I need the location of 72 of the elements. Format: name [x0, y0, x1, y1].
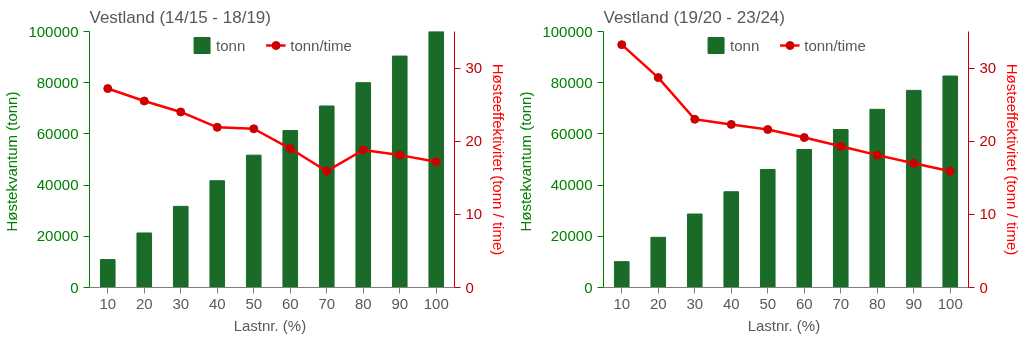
bar: [613, 261, 630, 288]
bar: [428, 31, 445, 288]
y-tick-label: 100000: [28, 22, 79, 40]
bar: [282, 130, 299, 288]
x-tick-label: 60: [281, 294, 299, 312]
bar: [832, 129, 849, 288]
bar: [650, 236, 667, 288]
bar: [869, 108, 886, 288]
y-tick-label: 40000: [550, 176, 593, 194]
y2-tick-label: 0: [979, 278, 988, 296]
bar: [245, 154, 262, 288]
bar: [905, 89, 922, 288]
bar: [355, 82, 372, 288]
x-tick-label: 60: [795, 294, 813, 312]
x-tick-label: 10: [99, 294, 117, 312]
y-tick-label: 60000: [550, 124, 593, 142]
y-tick-label: 100000: [542, 22, 593, 40]
y2-tick-label: 20: [979, 132, 997, 150]
y-tick-label: 80000: [550, 73, 593, 91]
y2-tick-label: 20: [465, 132, 483, 150]
y-tick-label: 40000: [36, 176, 79, 194]
x-tick-label: 50: [245, 294, 263, 312]
x-tick-label: 80: [354, 294, 372, 312]
y-tick-label: 0: [70, 278, 79, 296]
chart-title: Vestland (14/15 - 18/19): [89, 7, 271, 27]
y-axis-title: Høstekvantum (tonn): [3, 91, 21, 232]
bar: [686, 213, 703, 288]
y-tick-label: 80000: [36, 73, 79, 91]
y-tick-label: 60000: [36, 124, 79, 142]
x-tick-label: 30: [172, 294, 190, 312]
x-tick-label: 10: [613, 294, 631, 312]
bar: [391, 55, 408, 288]
bar: [136, 232, 153, 288]
x-tick-label: 30: [686, 294, 704, 312]
bar: [759, 168, 776, 288]
bar: [318, 105, 335, 288]
legend-label: tonn: [216, 36, 246, 54]
x-tick-label: 40: [208, 294, 226, 312]
y-axis-title: Høstekvantum (tonn): [517, 91, 535, 232]
bar: [942, 75, 959, 288]
y2-tick-label: 0: [465, 278, 474, 296]
y2-axis-title: Høsteeffektivitet (tonn / time): [1004, 63, 1022, 256]
x-tick-label: 40: [722, 294, 740, 312]
legend-label: tonn/time: [804, 36, 866, 54]
x-tick-label: 90: [391, 294, 409, 312]
y2-tick-label: 30: [979, 59, 997, 77]
bar: [172, 205, 189, 288]
y2-tick-label: 10: [979, 205, 997, 223]
x-tick-label: 100: [937, 294, 963, 312]
y2-axis-title: Høsteeffektivitet (tonn / time): [490, 63, 508, 256]
x-tick-label: 70: [318, 294, 336, 312]
x-tick-label: 70: [832, 294, 850, 312]
y2-tick-label: 10: [465, 205, 483, 223]
x-axis-title: Lastnr. (%): [233, 316, 307, 334]
y-tick-label: 20000: [36, 227, 79, 245]
bar: [99, 259, 116, 288]
x-tick-label: 50: [759, 294, 777, 312]
legend-label: tonn: [730, 36, 760, 54]
y-tick-label: 20000: [550, 227, 593, 245]
legend-label: tonn/time: [290, 36, 352, 54]
bar: [209, 180, 226, 288]
y-tick-label: 0: [584, 278, 593, 296]
bar: [796, 149, 813, 288]
x-tick-label: 20: [649, 294, 667, 312]
x-tick-label: 90: [905, 294, 923, 312]
x-tick-label: 80: [868, 294, 886, 312]
x-axis-title: Lastnr. (%): [747, 316, 821, 334]
y2-tick-label: 30: [465, 59, 483, 77]
chart-title: Vestland (19/20 - 23/24): [603, 7, 785, 27]
x-tick-label: 100: [423, 294, 449, 312]
x-tick-label: 20: [135, 294, 153, 312]
bar: [723, 191, 740, 288]
